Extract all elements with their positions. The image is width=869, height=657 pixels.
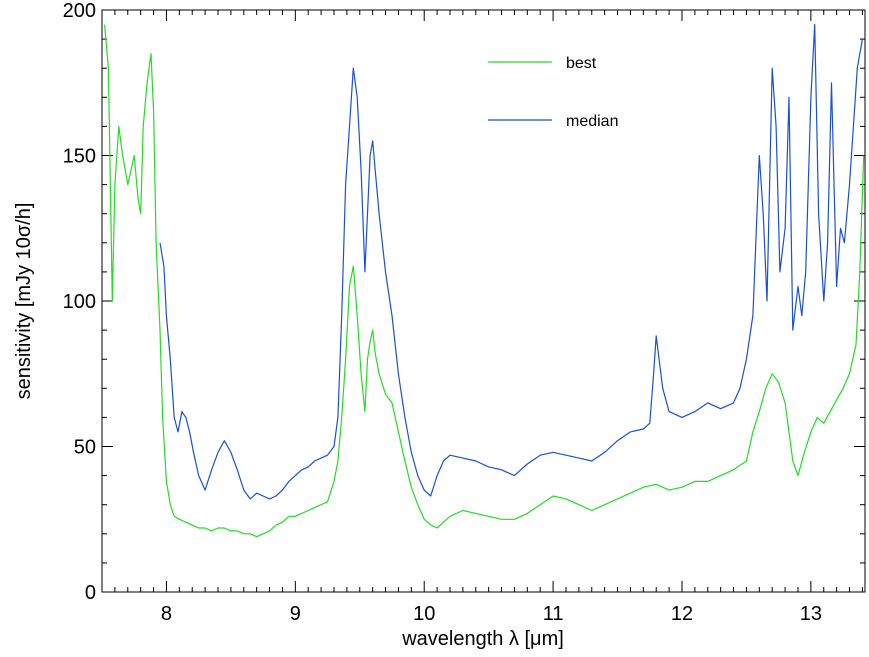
series-lines: [104, 24, 865, 538]
x-tick-label: 12: [671, 603, 693, 625]
x-axis-label: wavelength λ [μm]: [401, 628, 564, 650]
legend-label-median: median: [566, 113, 618, 130]
x-tick-label: 10: [413, 603, 435, 625]
y-tick-label: 150: [63, 146, 96, 168]
x-tick-label: 13: [800, 603, 822, 625]
y-tick-label: 200: [63, 0, 96, 22]
y-tick-label: 0: [85, 582, 96, 604]
legend-label-best: best: [566, 55, 597, 72]
x-tick-label: 8: [161, 603, 172, 625]
y-tick-label: 50: [74, 437, 96, 459]
plot-frame: [101, 9, 866, 593]
series-line-best: [104, 24, 865, 538]
series-line-median: [159, 24, 863, 500]
tick-labels: 8 9 10 11 12 13 0 50 100 150 200: [63, 0, 822, 625]
axis-ticks: [101, 9, 865, 593]
x-tick-label: 9: [290, 603, 301, 625]
x-tick-label: 11: [543, 603, 564, 625]
y-axis-label: sensitivity [mJy 10σ/h]: [13, 203, 35, 400]
legend: best median: [488, 55, 618, 130]
y-tick-label: 100: [63, 291, 96, 313]
